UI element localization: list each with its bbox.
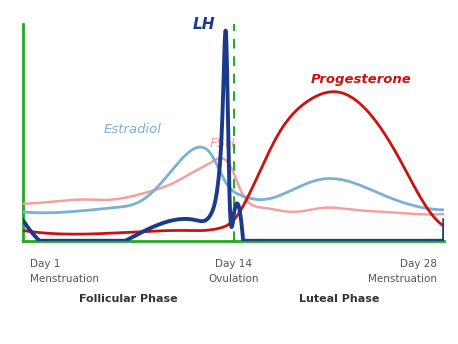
Text: Day 28: Day 28 <box>400 259 437 269</box>
Text: Menstruation: Menstruation <box>368 274 437 284</box>
Text: FSH: FSH <box>209 137 235 150</box>
Text: Day 1: Day 1 <box>30 259 61 269</box>
Text: Estradiol: Estradiol <box>104 122 161 136</box>
Text: Follicular Phase: Follicular Phase <box>79 294 178 304</box>
Text: Progesterone: Progesterone <box>311 73 412 86</box>
Text: Luteal Phase: Luteal Phase <box>299 294 379 304</box>
Text: Ovulation: Ovulation <box>208 274 259 284</box>
Text: Day 14: Day 14 <box>215 259 252 269</box>
Text: Menstruation: Menstruation <box>30 274 99 284</box>
Text: LH: LH <box>193 17 216 32</box>
